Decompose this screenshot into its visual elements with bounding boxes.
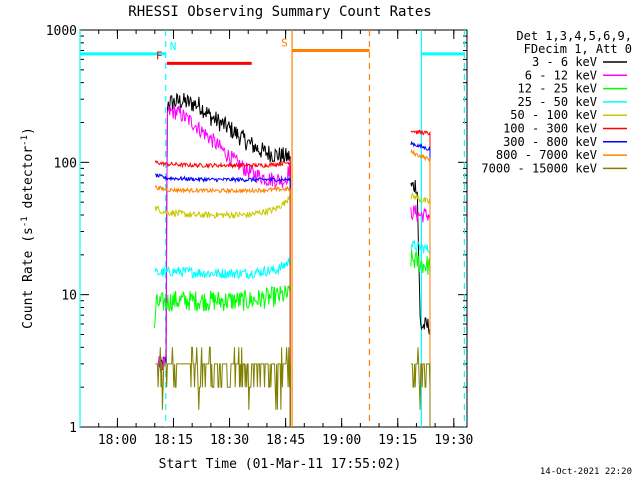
x-tick-label: 18:00 bbox=[98, 433, 137, 448]
legend-header-line-1: Det 1,3,4,5,6,9, bbox=[516, 29, 632, 43]
x-tick-label: 19:30 bbox=[434, 433, 473, 448]
series-line-seg2 bbox=[410, 240, 431, 255]
flag-label-F: F bbox=[156, 49, 163, 62]
series-line-seg2 bbox=[410, 148, 431, 163]
series-line-seg1 bbox=[154, 194, 291, 220]
x-tick-label: 18:30 bbox=[210, 433, 249, 448]
x-tick-label: 18:45 bbox=[266, 433, 305, 448]
series-line-seg1 bbox=[153, 285, 291, 329]
series-line-seg2 bbox=[410, 347, 431, 410]
series-line-seg1 bbox=[154, 159, 291, 170]
series-line-seg1 bbox=[154, 257, 291, 280]
flag-label-N: N bbox=[170, 40, 177, 53]
series-line-seg1 bbox=[157, 105, 291, 372]
time-markers bbox=[79, 30, 465, 427]
y-tick-label: 10 bbox=[61, 289, 77, 304]
series-line-seg2 bbox=[410, 129, 431, 136]
legend-label: 25 - 50 keV bbox=[518, 95, 597, 109]
plot-frame bbox=[79, 29, 468, 428]
generation-timestamp: 14-Oct-2021 22:20 bbox=[540, 467, 632, 477]
y-tick-label: 100 bbox=[54, 156, 77, 171]
x-axis-label: Start Time (01-Mar-11 17:55:02) bbox=[159, 457, 402, 472]
flag-bars: NF S bbox=[80, 36, 465, 65]
legend: Det 1,3,4,5,6,9, FDecim 1, Att 0 3 - 6 k… bbox=[481, 29, 632, 175]
y-axis-label: Count Rate (s-1 detector-1) bbox=[20, 127, 36, 329]
y-tick-label: 1000 bbox=[46, 24, 77, 39]
flag-label-S: S bbox=[281, 36, 288, 49]
legend-label: 3 - 6 keV bbox=[532, 55, 597, 69]
y-tick-label: 1 bbox=[69, 421, 77, 436]
chart-title: RHESSI Observing Summary Count Rates bbox=[128, 4, 431, 20]
series-line-seg2 bbox=[410, 192, 431, 205]
axis-ticks: 18:00 18:15 18:30 18:45 19:00 19:15 19:30 1 10 10… bbox=[46, 24, 474, 448]
series-lines bbox=[153, 92, 431, 427]
series-line-seg2 bbox=[410, 140, 431, 151]
series-line-seg2 bbox=[410, 204, 431, 223]
legend-label: 300 - 800 keV bbox=[503, 135, 597, 149]
series-line-seg1 bbox=[155, 346, 291, 410]
legend-label: 6 - 12 keV bbox=[525, 68, 597, 82]
series-line-seg1 bbox=[154, 184, 291, 195]
legend-label: 800 - 7000 keV bbox=[496, 148, 597, 162]
x-tick-label: 19:15 bbox=[378, 433, 417, 448]
legend-label: 100 - 300 keV bbox=[503, 122, 597, 136]
series-line-seg2 bbox=[410, 179, 431, 335]
series-line-seg1 bbox=[157, 92, 291, 370]
legend-header-line-2: FDecim 1, Att 0 bbox=[524, 42, 632, 56]
series-line-seg2 bbox=[410, 249, 431, 275]
legend-label: 50 - 100 keV bbox=[510, 108, 597, 122]
legend-label: 7000 - 15000 keV bbox=[481, 161, 597, 175]
x-tick-label: 18:15 bbox=[154, 433, 193, 448]
series-line-seg1 bbox=[154, 173, 291, 184]
legend-label: 12 - 25 keV bbox=[518, 82, 597, 96]
x-tick-label: 19:00 bbox=[322, 433, 361, 448]
